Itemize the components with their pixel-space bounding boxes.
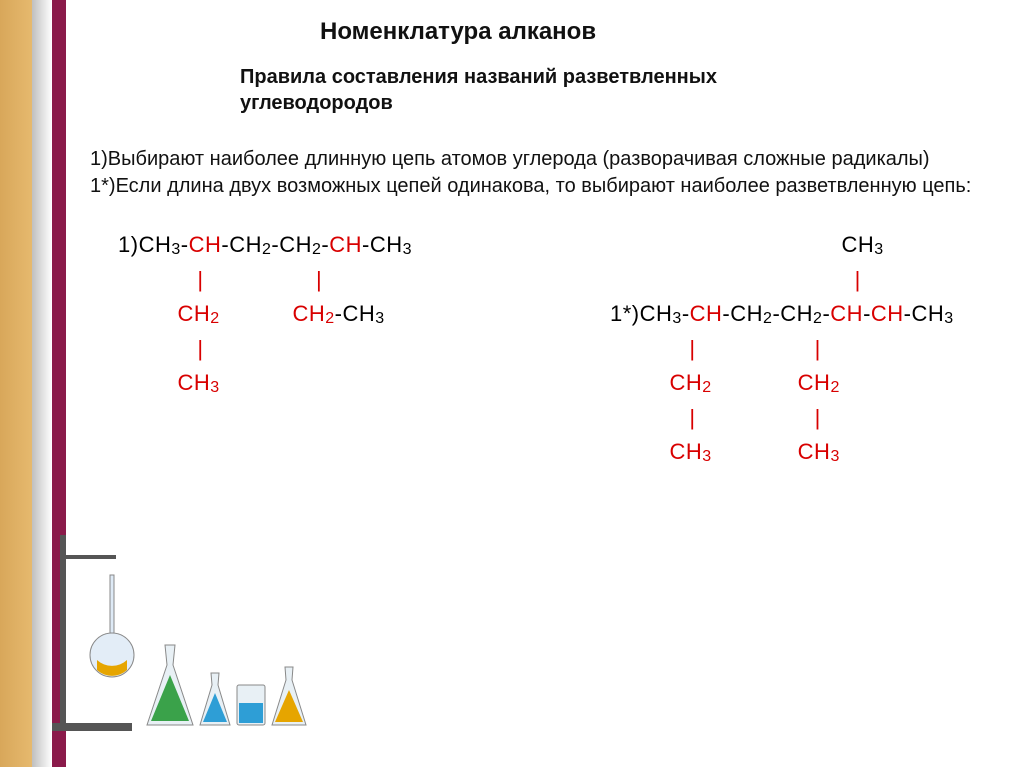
- formula-left: 1)CH3-CH-CH2-CH2-CH-CH3 | | CH2 CH2-CH3 …: [118, 228, 412, 401]
- body-paragraph: 1)Выбирают наиболее длинную цепь атомов …: [90, 146, 990, 200]
- formula-right: CH3 | 1*)CH3-CH-CH2-CH2-CH-CH-CH3 | | CH…: [610, 228, 954, 469]
- page-subtitle: Правила составления названий разветвленн…: [240, 64, 760, 116]
- page-title: Номенклатура алканов: [320, 18, 1004, 46]
- sidebar-left-band: [0, 0, 32, 767]
- lab-glassware-icon: [52, 525, 312, 735]
- sidebar-shadow: [32, 0, 52, 767]
